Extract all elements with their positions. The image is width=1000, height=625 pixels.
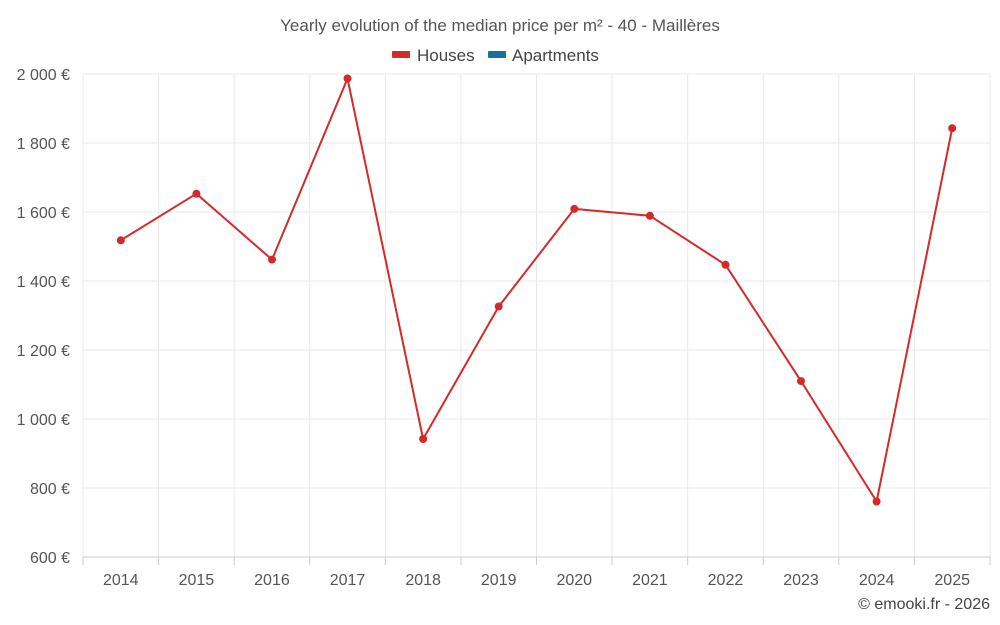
x-tick-label: 2023: [783, 572, 819, 589]
x-tick-label: 2021: [632, 572, 668, 589]
y-tick-label: 1 200 €: [17, 343, 70, 360]
x-tick-label: 2022: [708, 572, 744, 589]
data-point-houses[interactable]: [419, 435, 428, 443]
y-tick-label: 600 €: [30, 550, 70, 567]
x-grid: [82, 74, 991, 557]
y-tick-label: 800 €: [30, 481, 70, 498]
legend: Houses Apartments: [392, 46, 599, 65]
y-tick-label: 1 600 €: [17, 205, 70, 222]
y-axis-ticks: 600 € 800 € 1 000 € 1 200 € 1 400 € 1 600 € 1 …: [17, 67, 70, 567]
data-point-houses[interactable]: [721, 260, 730, 269]
y-tick-label: 1 000 €: [17, 412, 70, 429]
chart-title: Yearly evolution of the median price per…: [280, 16, 720, 35]
x-axis-ticks: 2014 2015 2016 2017 2018 2019 2020 2021 2022 2023…: [82, 557, 991, 589]
data-point-houses[interactable]: [797, 377, 805, 386]
x-tick-label: 2024: [859, 572, 895, 589]
x-tick-label: 2019: [481, 572, 517, 589]
x-tick-label: 2017: [330, 572, 366, 589]
data-point-houses[interactable]: [192, 189, 201, 198]
data-point-houses[interactable]: [872, 497, 881, 506]
credit-text: © emooki.fr - 2026: [858, 596, 990, 613]
data-point-houses[interactable]: [948, 124, 957, 133]
legend-swatch-apartments[interactable]: [488, 51, 506, 58]
data-point-houses[interactable]: [268, 255, 276, 264]
data-point-houses[interactable]: [570, 204, 579, 213]
x-tick-label: 2014: [103, 572, 139, 589]
x-tick-label: 2015: [179, 572, 215, 589]
x-tick-label: 2020: [556, 572, 592, 589]
x-tick-label: 2018: [405, 572, 441, 589]
y-tick-label: 1 800 €: [17, 136, 70, 153]
data-point-houses[interactable]: [116, 236, 125, 245]
legend-label-houses[interactable]: Houses: [417, 46, 475, 65]
y-tick-label: 2 000 €: [17, 67, 70, 84]
data-point-houses[interactable]: [494, 302, 503, 311]
data-point-houses[interactable]: [343, 74, 352, 83]
plot-area: [116, 74, 957, 506]
y-tick-label: 1 400 €: [17, 274, 70, 291]
data-point-houses[interactable]: [645, 211, 654, 220]
legend-label-apartments[interactable]: Apartments: [512, 46, 599, 65]
x-tick-label: 2025: [934, 572, 970, 589]
series-line-houses: [120, 77, 954, 503]
legend-swatch-houses[interactable]: [392, 51, 410, 58]
x-tick-label: 2016: [254, 572, 290, 589]
